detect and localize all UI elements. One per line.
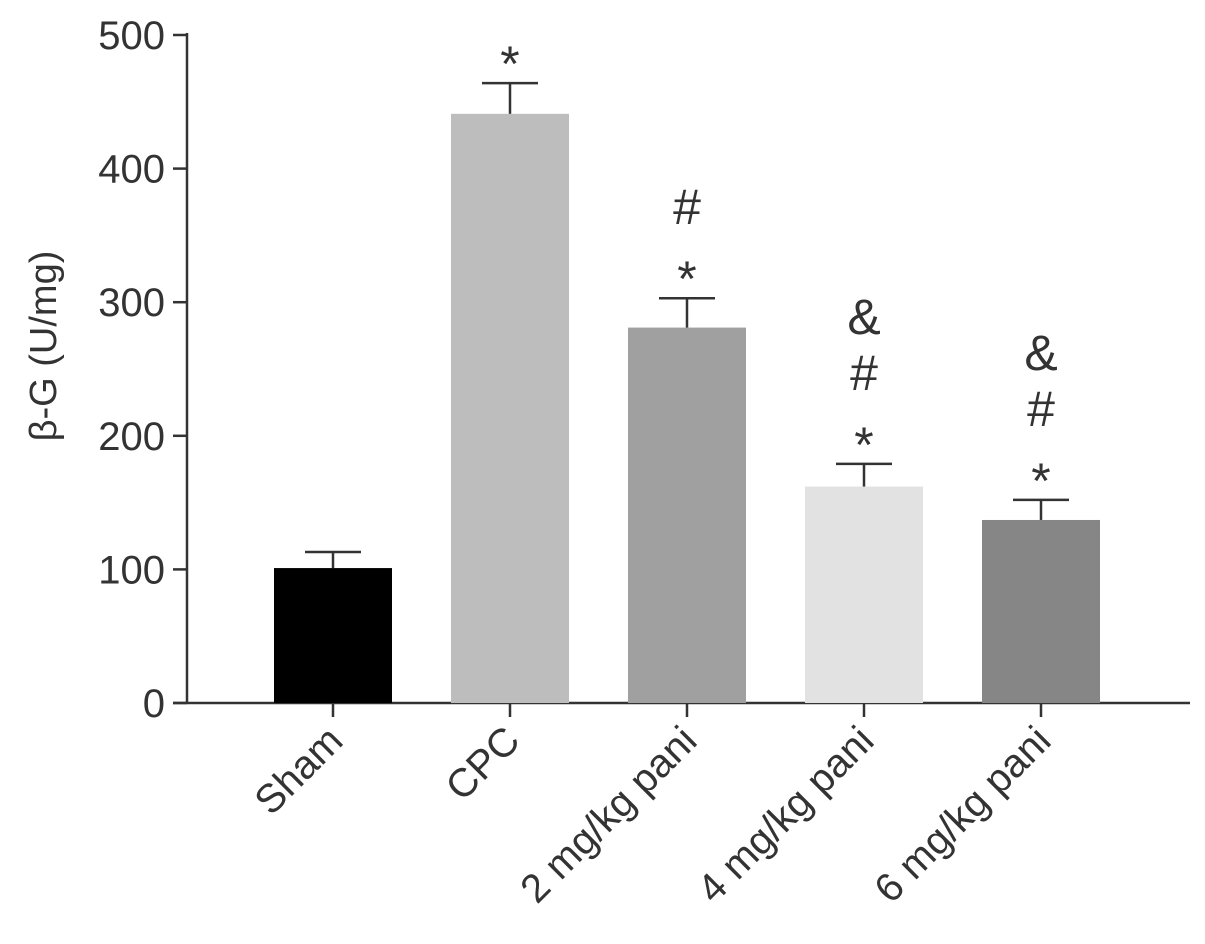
significance-marker: # — [673, 179, 701, 235]
bar — [628, 327, 746, 703]
x-tick-label: 4 mg/kg pani — [689, 718, 882, 911]
x-tick-label: 6 mg/kg pani — [866, 718, 1059, 911]
bar — [805, 486, 923, 703]
significance-marker: * — [854, 417, 873, 473]
bar — [982, 519, 1100, 703]
bar — [451, 113, 569, 704]
x-tick-label: CPC — [438, 718, 529, 809]
significance-marker: * — [677, 251, 696, 307]
y-tick-label: 200 — [98, 415, 165, 459]
y-tick-label: 500 — [98, 14, 165, 58]
significance-marker: * — [500, 36, 519, 92]
significance-marker: # — [850, 345, 878, 401]
significance-marker: # — [1027, 381, 1055, 437]
y-axis-title: β-G (U/mg) — [23, 251, 65, 442]
bar — [274, 568, 392, 703]
y-tick-label: 0 — [143, 682, 165, 726]
y-tick-label: 300 — [98, 281, 165, 325]
significance-marker: & — [1024, 325, 1057, 381]
y-tick-label: 400 — [98, 148, 165, 192]
x-tick-label: 2 mg/kg pani — [512, 718, 705, 911]
y-tick-label: 100 — [98, 548, 165, 592]
x-tick-label: Sham — [246, 718, 351, 823]
significance-marker: & — [847, 289, 880, 345]
plot-area: 0 100 200 300 400 500 Sham CPC * 2 mg/kg pani # * 4 … — [98, 14, 1190, 911]
significance-marker: * — [1031, 453, 1050, 509]
